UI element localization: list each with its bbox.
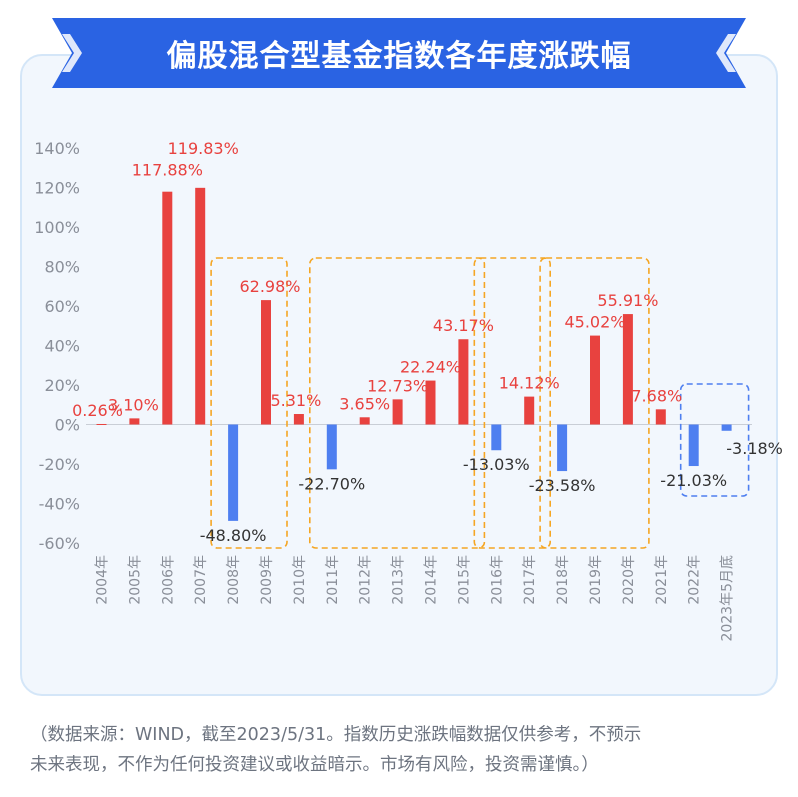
footnote-line-2: 未来表现，不作为任何投资建议或收益暗示。市场有风险，投资需谨慎。） [30, 755, 599, 775]
bar [721, 424, 732, 431]
data-label: 7.68% [631, 386, 682, 405]
data-label: 55.91% [597, 291, 658, 310]
bar [491, 424, 502, 451]
x-tick-label: 2018年 [555, 555, 571, 605]
y-tick-label: 120% [34, 179, 80, 198]
bar [162, 191, 173, 425]
x-tick-label: 2012年 [358, 555, 374, 605]
y-tick-label: 80% [44, 258, 80, 277]
bar [655, 409, 666, 425]
x-tick-label: 2019年 [588, 555, 604, 605]
x-tick-label: 2010年 [292, 555, 308, 605]
x-tick-label: 2011年 [325, 555, 341, 605]
data-label: -23.58% [529, 476, 596, 495]
data-label: 62.98% [239, 277, 300, 296]
y-tick-label: 20% [44, 376, 80, 395]
x-tick-label: 2004年 [95, 555, 111, 605]
bar [458, 339, 469, 425]
data-label: -48.80% [200, 526, 267, 545]
y-tick-label: -60% [39, 534, 80, 553]
bar [359, 417, 370, 425]
bar [261, 300, 271, 425]
data-label: -22.70% [298, 474, 365, 493]
x-tick-label: 2016年 [489, 555, 505, 605]
bar [557, 424, 568, 472]
x-tick-label: 2022年 [687, 555, 703, 605]
y-tick-label: -40% [39, 495, 80, 514]
chevron-right-icon [716, 34, 736, 72]
x-tick-label: 2014年 [424, 555, 440, 605]
data-label: 117.88% [132, 161, 203, 180]
y-tick-label: 0% [55, 416, 80, 435]
x-tick-label: 2007年 [193, 555, 209, 605]
data-label: 12.73% [367, 376, 428, 395]
bar [590, 335, 600, 425]
footnote: （数据来源：WIND，截至2023/5/31。指数历史涨跌幅数据仅供参考，不预示… [30, 720, 780, 780]
x-tick-label: 2015年 [456, 555, 472, 605]
bar [96, 423, 107, 425]
bar [293, 414, 304, 425]
chart-card [20, 54, 778, 696]
chevron-left-icon [62, 34, 82, 72]
bar [425, 380, 436, 425]
data-label: 22.24% [400, 358, 461, 377]
x-tick-label: 2021年 [654, 555, 670, 605]
y-tick-label: 100% [34, 218, 80, 237]
highlight-box [679, 383, 750, 497]
data-label: 5.31% [270, 391, 321, 410]
data-label: 14.12% [499, 374, 560, 393]
x-tick-label: 2006年 [160, 555, 176, 605]
x-tick-label: 2017年 [522, 555, 538, 605]
data-label: 0.26% [72, 401, 123, 420]
bar [195, 187, 206, 425]
bar [392, 399, 403, 425]
x-tick-label: 2023年5月底 [720, 555, 736, 642]
data-label: -13.03% [463, 455, 530, 474]
bar [622, 314, 633, 425]
y-tick-label: -20% [39, 455, 80, 474]
x-tick-label: 2009年 [259, 555, 275, 605]
page-title: 偏股混合型基金指数各年度涨跌幅 [166, 39, 632, 74]
data-label: 119.83% [168, 139, 239, 158]
y-tick-label: 140% [34, 139, 80, 158]
bar [129, 418, 140, 425]
banner-ribbon [52, 18, 746, 88]
data-label: -3.18% [726, 439, 783, 458]
data-label: 45.02% [564, 313, 625, 332]
bar [228, 424, 239, 521]
x-tick-label: 2013年 [391, 555, 407, 605]
x-tick-label: 2008年 [226, 555, 242, 605]
bar [524, 396, 535, 425]
highlight-box [473, 257, 551, 549]
data-label: 43.17% [433, 316, 494, 335]
bar [326, 424, 337, 470]
highlight-box [210, 257, 288, 549]
y-tick-label: 60% [44, 297, 80, 316]
y-tick-label: 40% [44, 337, 80, 356]
highlight-box [308, 257, 486, 549]
x-tick-label: 2005年 [127, 555, 143, 605]
x-tick-label: 2020年 [621, 555, 637, 605]
data-label: 3.10% [108, 395, 159, 414]
highlight-box [539, 257, 650, 549]
data-label: -21.03% [660, 471, 727, 490]
bar [688, 424, 699, 467]
title-banner: 偏股混合型基金指数各年度涨跌幅 [52, 18, 746, 88]
data-label: 3.65% [339, 394, 390, 413]
footnote-line-1: （数据来源：WIND，截至2023/5/31。指数历史涨跌幅数据仅供参考，不预示 [30, 725, 642, 745]
